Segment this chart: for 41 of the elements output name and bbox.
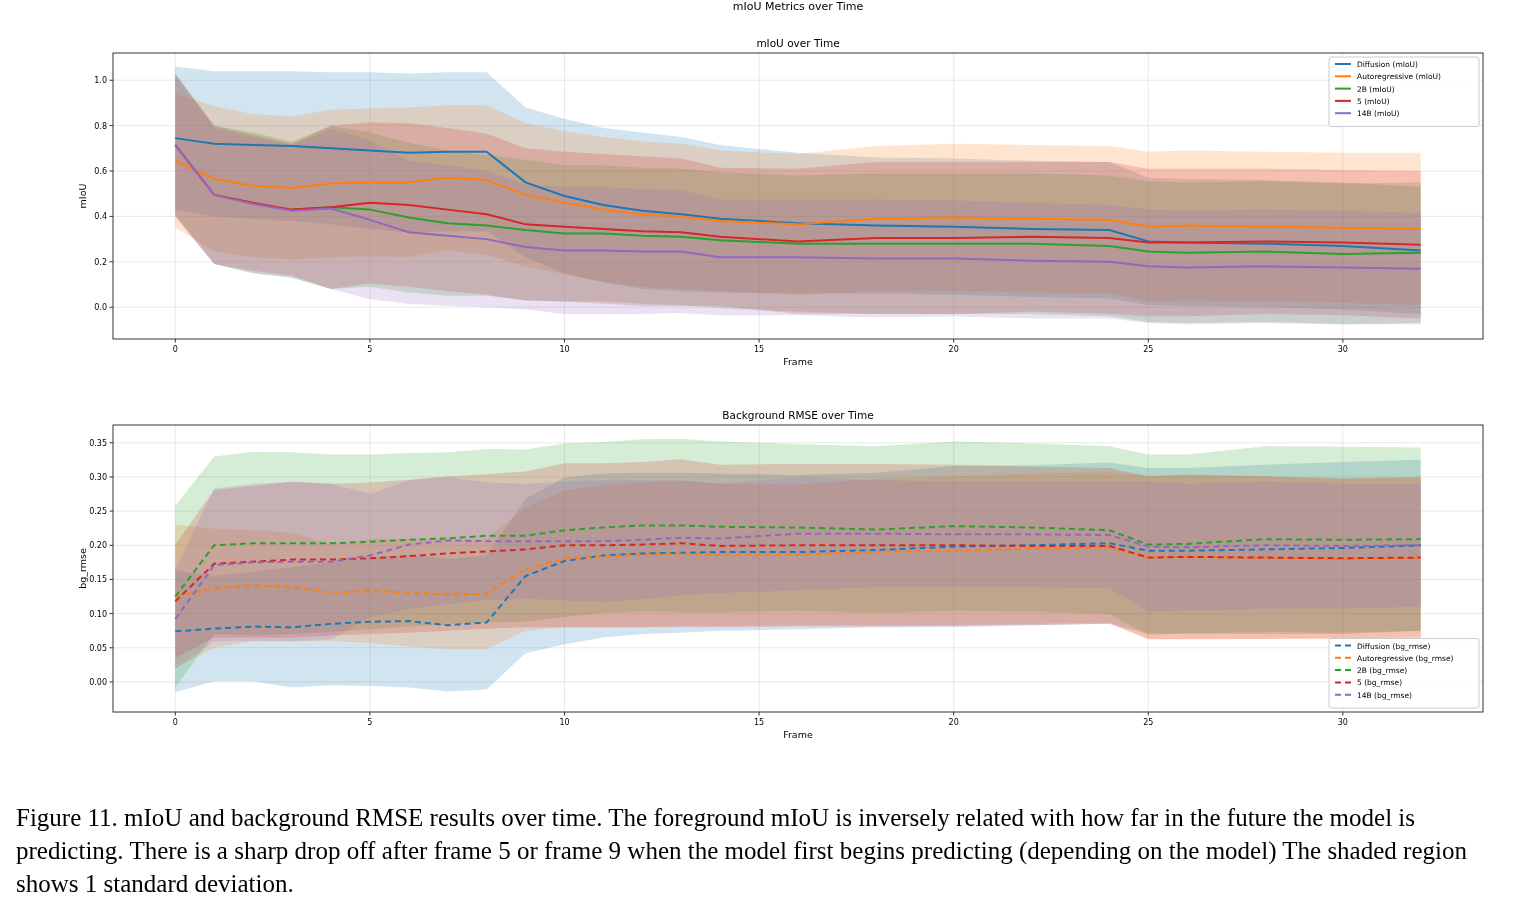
y-tick-label: 1.0	[94, 76, 107, 86]
y-tick-label: 0.35	[89, 438, 107, 448]
y-axis-title: bg_rmse	[77, 548, 88, 589]
text: mIoU Metrics over Time	[732, 0, 864, 13]
x-tick-label: 15	[753, 718, 765, 727]
y-tick-label: 0.6	[94, 167, 107, 177]
x-tick-label: 25	[1143, 718, 1154, 727]
x-tick-label: 5	[367, 345, 373, 354]
x-tick-label: 25	[1143, 345, 1154, 354]
y-tick-label: 0.8	[94, 121, 107, 131]
y-tick-label: 0.0	[94, 303, 107, 313]
x-tick-label: 15	[753, 345, 765, 354]
y-tick-label: 0.15	[89, 575, 107, 585]
caption: Figure 11. mIoU and background RMSE results over time. The foreground mIoU is inversely related with how far in the future the model is predicting. There is a sharp drop off after frame 5 or frame 9 when the model first begins predicting (depending on the model) The shaded region shows 1 standard deviation.	[16, 804, 1468, 897]
x-tick-label: 30	[1337, 718, 1348, 727]
y-tick-label: 0.25	[89, 507, 107, 517]
x-tick-label: 0	[172, 345, 178, 354]
x-axis-title: Frame	[783, 356, 813, 367]
y-tick-label: 0.05	[89, 643, 107, 653]
x-tick-label: 10	[559, 345, 570, 354]
y-tick-label: 0.00	[89, 677, 107, 687]
line-series	[174, 143, 1422, 270]
y-tick-label: 0.4	[94, 212, 107, 222]
chart-title: Background RMSE over Time	[722, 409, 874, 421]
y-tick-label: 0.20	[89, 541, 107, 551]
y-tick-label: 0.2	[94, 257, 107, 267]
x-tick-label: 30	[1337, 345, 1348, 354]
y-tick-label: 0.30	[89, 472, 107, 482]
line-series	[174, 542, 1422, 633]
line-series	[174, 532, 1422, 621]
x-axis-title: Frame	[783, 729, 813, 740]
x-tick-label: 5	[367, 718, 373, 727]
line-series	[174, 524, 1422, 598]
x-tick-label: 20	[948, 718, 959, 727]
line-series	[174, 159, 1422, 230]
y-tick-label: 0.10	[89, 609, 107, 619]
chart-title: mIoU over Time	[756, 37, 840, 49]
x-tick-label: 20	[948, 345, 959, 354]
y-axis-title: mIoU	[77, 183, 88, 209]
x-tick-label: 10	[559, 718, 570, 727]
x-tick-label: 0	[172, 718, 178, 727]
